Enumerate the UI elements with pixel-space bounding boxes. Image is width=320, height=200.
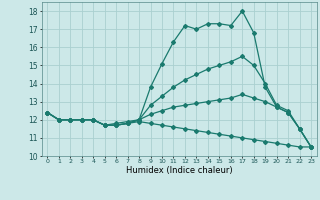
X-axis label: Humidex (Indice chaleur): Humidex (Indice chaleur) bbox=[126, 166, 233, 175]
